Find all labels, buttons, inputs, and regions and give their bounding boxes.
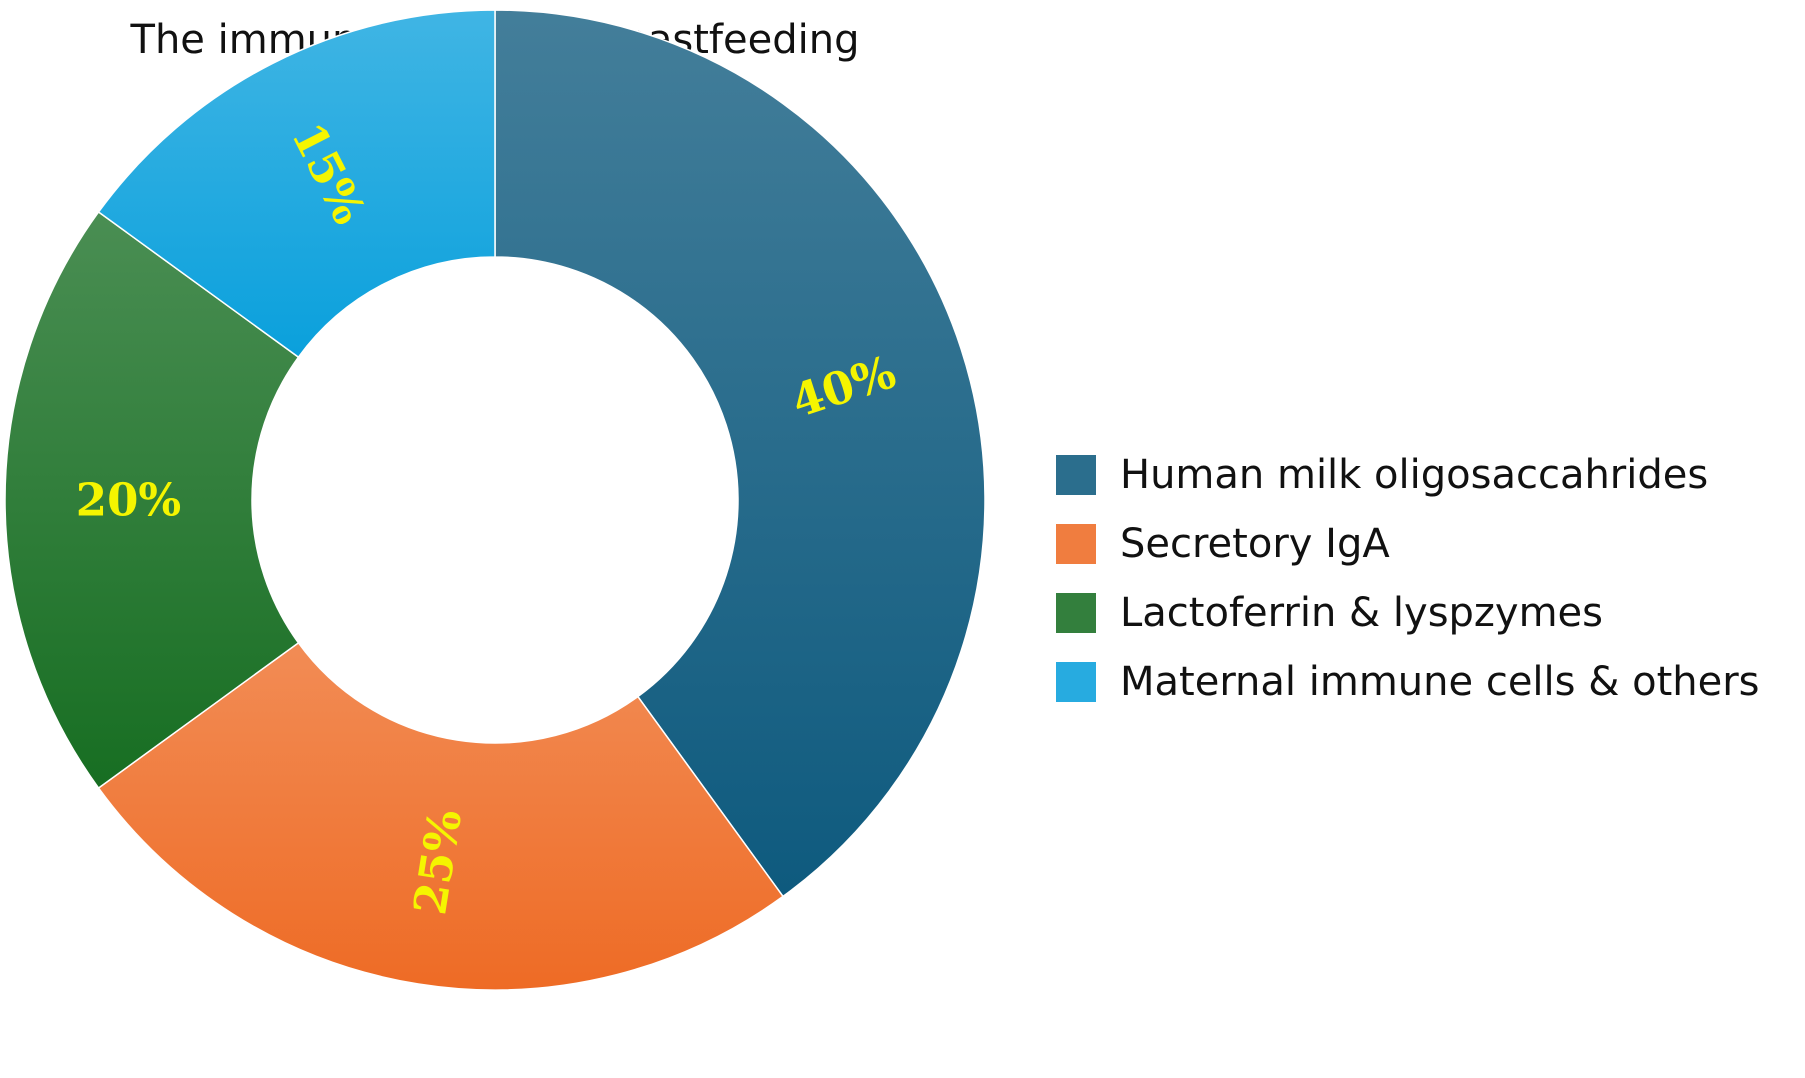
legend-swatch-maternal-immune-cells-others: [1056, 662, 1096, 702]
legend-swatch-human-milk-oligosaccahrides: [1056, 455, 1096, 495]
slice-human-milk-oligosaccahrides: [494, 9, 986, 898]
slice-lactoferrin-lyspzymes: [4, 210, 300, 790]
slice-label-lactoferrin-lyspzymes: 20%: [76, 474, 181, 527]
legend-swatch-secretory-iga: [1056, 524, 1096, 564]
slice-secretory-iga: [97, 641, 785, 991]
legend-label-lactoferrin-lyspzymes: Lactoferrin & lyspzymes: [1120, 590, 1603, 636]
legend-label-secretory-iga: Secretory IgA: [1120, 521, 1390, 567]
legend: Human milk oligosaccahrides Secretory IgA…: [1056, 452, 1760, 705]
legend-swatch-lactoferrin-lyspzymes: [1056, 593, 1096, 633]
donut-slices: [4, 9, 986, 991]
legend-label-human-milk-oligosaccahrides: Human milk oligosaccahrides: [1120, 452, 1708, 498]
legend-label-maternal-immune-cells-others: Maternal immune cells & others: [1120, 659, 1760, 705]
slice-maternal-immune-cells-others: [97, 9, 496, 359]
